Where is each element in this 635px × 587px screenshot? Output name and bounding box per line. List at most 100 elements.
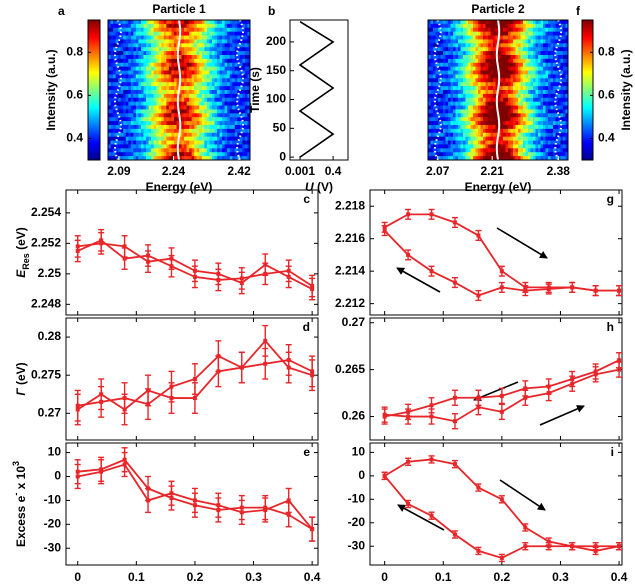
heatmap-cell [510, 125, 514, 130]
heatmap-cell [533, 82, 536, 87]
heatmap-cell [493, 66, 496, 71]
heatmap-cell [510, 43, 514, 48]
y-tick-label: 2.25 [38, 266, 62, 280]
heatmap-cell [128, 93, 132, 99]
heatmap-cell [239, 27, 243, 33]
heatmap-cell [120, 128, 124, 134]
heatmap-cell [140, 144, 144, 149]
heatmap-cell [199, 156, 203, 161]
heatmap-cell [138, 82, 142, 87]
heatmap-cell [530, 144, 534, 149]
heatmap-cell [118, 82, 122, 87]
heatmap-cell [493, 125, 496, 130]
heatmap-cell [227, 90, 231, 95]
heatmap-cell [140, 51, 144, 56]
heatmap-cell [201, 105, 205, 110]
heatmap-cell [550, 144, 554, 149]
heatmap-cell [473, 78, 476, 83]
heatmap-cell [548, 136, 551, 141]
heatmap-cell [138, 55, 142, 60]
heatmap-cell [179, 55, 182, 60]
heatmap-cell [143, 105, 147, 110]
heatmap-cell [485, 23, 489, 29]
heatmap-cell [194, 55, 198, 60]
ridge-dotted [554, 19, 563, 161]
heatmap-cell [224, 43, 228, 48]
heatmap-cell [475, 97, 479, 103]
heatmap-cell [538, 51, 541, 56]
heatmap-cell [108, 78, 111, 83]
heatmap-cell [123, 97, 127, 103]
heatmap-cell [135, 82, 139, 87]
heatmap-cell [453, 27, 456, 33]
heatmap-cell [181, 66, 185, 71]
heatmap-cell [530, 86, 534, 91]
heatmap-cell [473, 43, 476, 48]
heatmap-cell [222, 27, 226, 33]
heatmap-cell [128, 74, 132, 79]
heatmap-cell [448, 152, 451, 157]
heatmap-cell [244, 66, 248, 71]
heatmap-cell [211, 43, 215, 48]
heatmap-cell [222, 35, 226, 40]
heatmap-cell [173, 82, 177, 87]
heatmap-cell [234, 58, 238, 64]
heatmap-cell [171, 23, 175, 29]
heatmap-cell [548, 74, 551, 79]
heatmap-cell [505, 113, 509, 118]
heatmap-cell [125, 55, 129, 60]
heatmap-cell [480, 121, 484, 126]
heatmap-cell [135, 109, 139, 114]
heatmap-cell [118, 140, 122, 145]
heatmap-cell [222, 101, 226, 106]
heatmap-cell [242, 113, 246, 118]
heatmap-cell [443, 132, 446, 138]
heatmap-cell [428, 74, 431, 79]
heatmap-cell [563, 125, 566, 130]
heatmap-cell [525, 35, 529, 40]
heatmap-cell [227, 117, 231, 122]
heatmap-cell [138, 117, 142, 122]
plot-frame [369, 442, 623, 566]
heatmap-cell [555, 144, 559, 149]
heatmap-cell [453, 140, 456, 145]
heatmap-cell [470, 97, 474, 103]
heatmap-cell [460, 62, 464, 68]
heatmap-cell [505, 90, 509, 95]
heatmap-cell [118, 51, 122, 56]
heatmap-cell [232, 105, 236, 110]
heatmap-cell [118, 113, 122, 118]
heatmap-cell [176, 74, 180, 79]
ridge-dotted [113, 19, 122, 161]
heatmap-cell [443, 121, 446, 126]
heatmap-cell [505, 58, 509, 64]
heatmap-cell [535, 136, 539, 141]
heatmap-cell [523, 121, 526, 126]
label-part: Energy (eV) [146, 180, 213, 194]
heatmap-cell [438, 113, 441, 118]
heatmap-cell [168, 136, 172, 141]
heatmap-cell [535, 35, 539, 40]
heatmap-cell [247, 132, 251, 138]
heatmap-cell [528, 148, 531, 153]
heatmap-cell [148, 35, 152, 40]
heatmap-cell [523, 93, 526, 99]
heatmap-cell [196, 23, 200, 29]
heatmap-cell [196, 121, 200, 126]
heatmap-cell [158, 86, 162, 91]
heatmap-cell [156, 58, 160, 64]
heatmap-cell [201, 70, 205, 75]
heatmap-cell [156, 82, 160, 87]
heatmap-cell [196, 101, 200, 106]
heatmap-cell [448, 62, 451, 68]
heatmap-cell [227, 113, 231, 118]
heatmap-cell [156, 156, 160, 161]
heatmap-cell [545, 35, 549, 40]
heatmap-cell [237, 47, 241, 52]
heatmap-cell [478, 39, 481, 44]
heatmap-cell [558, 132, 561, 138]
heatmap-cell [480, 105, 484, 110]
heatmap-cell [445, 82, 449, 87]
heatmap-cell [453, 109, 456, 114]
heatmap-cell [445, 55, 449, 60]
